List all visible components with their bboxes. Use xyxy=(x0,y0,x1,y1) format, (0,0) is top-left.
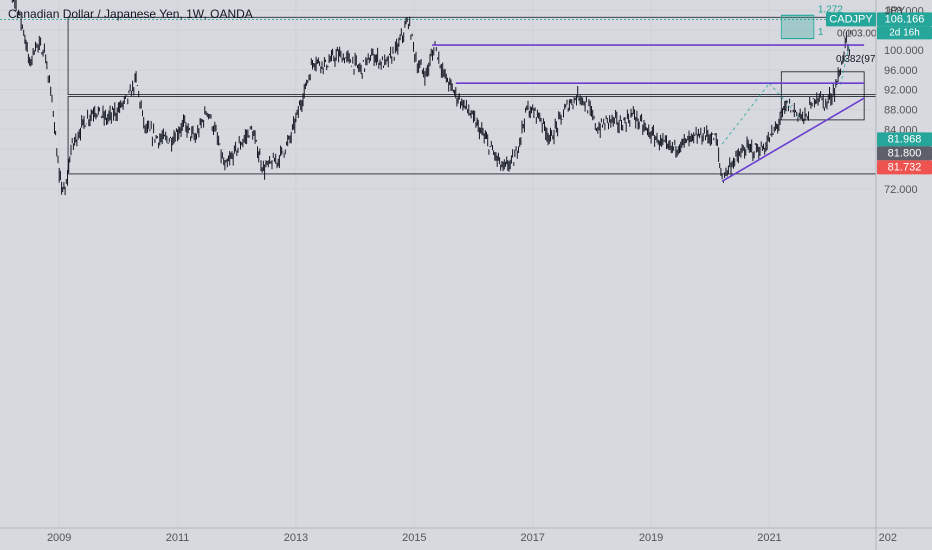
price-tick-label: 92.000 xyxy=(884,85,918,97)
price-badge-81800-bg xyxy=(877,146,932,161)
projection-line xyxy=(721,82,770,145)
ascending-trendline[interactable] xyxy=(721,97,865,183)
fib-label-1: 1 xyxy=(818,27,824,38)
last-price-badge-bg xyxy=(877,12,932,27)
fib-extension: 1.272 1 0(103.00 0.382(97 xyxy=(0,4,877,145)
consolidation-box xyxy=(780,71,865,121)
fib-label-0: 0(103.00 xyxy=(837,29,877,40)
price-candles xyxy=(11,0,852,196)
price-tick-label: 96.000 xyxy=(884,65,918,77)
chart-title: Canadian Dollar / Japanese Yen, 1W, OAND… xyxy=(8,7,253,21)
fib-label-1272: 1.272 xyxy=(818,4,843,15)
price-badge-81732: 81.732 xyxy=(888,161,922,173)
price-tick-label: 100.000 xyxy=(884,45,924,57)
price-badge-81968-bg xyxy=(877,132,932,147)
price-axis-bg xyxy=(876,0,932,550)
currency-unit: JPY xyxy=(885,5,906,17)
grid-lines xyxy=(0,0,888,528)
fib-zone xyxy=(780,14,815,39)
time-tick-label: 2009 xyxy=(47,532,71,544)
time-tick-label: 2015 xyxy=(402,532,426,544)
fib-label-0382: 0.382(97 xyxy=(836,54,876,65)
time-tick-label: 2017 xyxy=(520,532,544,544)
price-badge-81732-bg xyxy=(877,160,932,175)
price-badge-81968: 81.968 xyxy=(888,133,922,145)
countdown-badge: 2d 16h xyxy=(889,27,920,38)
symbol-badge-bg xyxy=(826,12,876,27)
price-tick-label: 88.000 xyxy=(884,104,918,116)
price-badge-81800: 81.800 xyxy=(888,147,922,159)
price-axis[interactable]: 120.000116.000112.000108.000104.000100.0… xyxy=(875,0,932,550)
trend-lines[interactable] xyxy=(432,44,865,183)
time-axis[interactable]: 2009 2011 2013 2015 2017 2019 2021 202 xyxy=(0,527,932,544)
time-tick-label: 2011 xyxy=(166,532,190,544)
price-tick-label: 72.000 xyxy=(884,184,918,196)
time-tick-label: 2013 xyxy=(284,532,308,544)
price-badges: CADJPY 106.166 2d 16h 81.968 81.800 81.732 xyxy=(826,12,932,175)
symbol-badge: CADJPY xyxy=(829,13,873,25)
last-price-badge: 106.166 xyxy=(885,13,925,25)
time-tick-label: 2019 xyxy=(639,532,663,544)
time-tick-label: 202 xyxy=(879,532,897,544)
projection-line xyxy=(840,44,850,85)
countdown-badge-bg xyxy=(877,26,932,40)
price-series xyxy=(11,0,852,196)
time-tick-label: 2021 xyxy=(757,532,781,544)
